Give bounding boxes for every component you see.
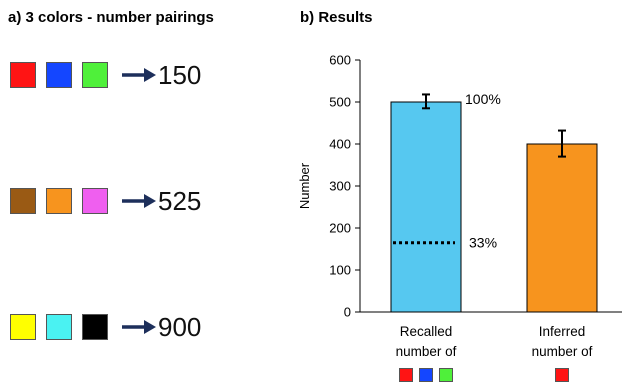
bar-value-label: 100%	[465, 91, 501, 107]
color-swatch	[46, 62, 72, 88]
category-color-swatch	[439, 368, 453, 382]
category-color-swatch	[419, 368, 433, 382]
pairing-number: 900	[158, 312, 202, 342]
x-tick-label: number of	[532, 344, 593, 359]
category-color-swatch	[399, 368, 413, 382]
color-swatch	[82, 188, 108, 214]
category-color-swatch	[555, 368, 569, 382]
bar	[526, 143, 598, 313]
y-tick-label: 600	[329, 53, 351, 68]
pairing-number: 150	[158, 60, 202, 90]
bar	[390, 101, 462, 313]
y-tick-label: 500	[329, 95, 351, 110]
x-tick-label: number of	[396, 344, 457, 359]
color-swatch	[46, 314, 72, 340]
pairing-number: 525	[158, 186, 202, 216]
reference-line-label: 33%	[469, 235, 497, 251]
right-arrow-icon	[122, 194, 156, 208]
y-axis-label: Number	[297, 162, 312, 209]
panel-b-title: b) Results	[300, 9, 373, 26]
right-arrow-icon	[122, 320, 156, 334]
color-swatch	[10, 314, 36, 340]
panel-a-title: a) 3 colors - number pairings	[8, 9, 214, 26]
y-tick-label: 400	[329, 137, 351, 152]
color-swatch	[10, 62, 36, 88]
x-tick-label: Recalled	[400, 324, 453, 339]
y-tick-label: 0	[344, 305, 351, 320]
color-swatch	[10, 188, 36, 214]
color-swatch	[46, 188, 72, 214]
y-tick-label: 200	[329, 221, 351, 236]
color-swatch	[82, 62, 108, 88]
x-tick-label: Inferred	[539, 324, 586, 339]
right-arrow-icon	[122, 68, 156, 82]
y-tick-label: 300	[329, 179, 351, 194]
y-tick-label: 100	[329, 263, 351, 278]
color-swatch	[82, 314, 108, 340]
